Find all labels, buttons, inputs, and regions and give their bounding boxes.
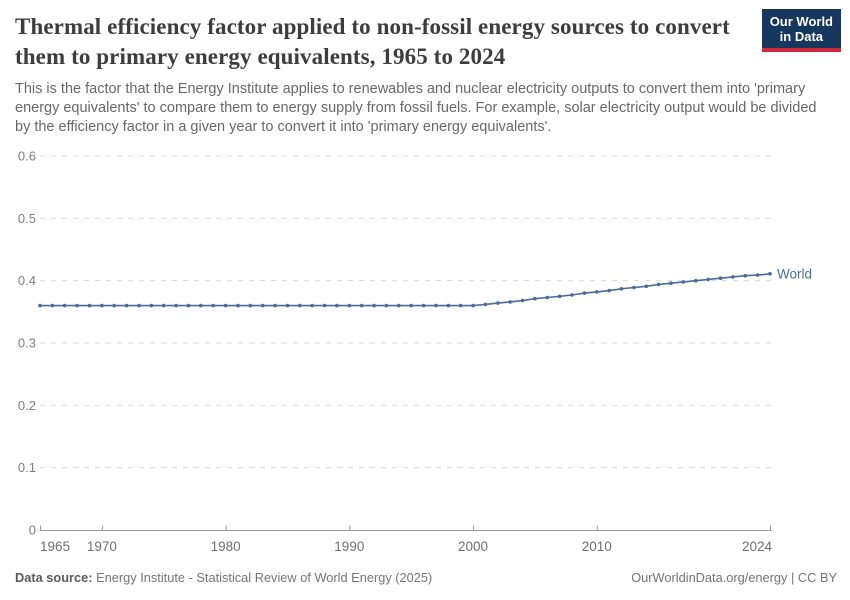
- owid-logo-line1: Our World: [769, 14, 833, 29]
- data-point[interactable]: [595, 290, 599, 294]
- y-axis-tick-label: 0.5: [18, 211, 36, 226]
- y-axis-tick-label: 0.2: [18, 398, 36, 413]
- data-point[interactable]: [533, 296, 537, 301]
- data-point[interactable]: [446, 303, 451, 308]
- data-point[interactable]: [508, 300, 512, 304]
- data-point[interactable]: [731, 275, 735, 279]
- data-point[interactable]: [62, 303, 67, 308]
- data-point[interactable]: [285, 303, 290, 308]
- owid-logo-line2: in Data: [779, 29, 824, 44]
- y-axis-tick-label: 0.4: [18, 273, 36, 288]
- data-point[interactable]: [458, 303, 463, 308]
- data-source-label: Data source:: [15, 570, 93, 585]
- data-point[interactable]: [607, 288, 611, 293]
- data-point[interactable]: [669, 281, 673, 286]
- data-point[interactable]: [644, 284, 649, 289]
- series-label-world[interactable]: World: [777, 266, 812, 281]
- data-point[interactable]: [421, 303, 426, 308]
- data-point[interactable]: [656, 282, 661, 287]
- owid-logo[interactable]: Our World in Data: [761, 9, 841, 52]
- data-point[interactable]: [174, 303, 178, 308]
- y-axis-tick-label: 0: [29, 523, 36, 538]
- owid-credit-link[interactable]: OurWorldinData.org/energy | CC BY: [631, 570, 837, 585]
- data-point[interactable]: [38, 303, 42, 308]
- data-point[interactable]: [50, 303, 55, 308]
- data-point[interactable]: [310, 303, 315, 308]
- chart-subtitle: This is the factor that the Energy Insti…: [15, 81, 817, 135]
- data-point[interactable]: [681, 280, 686, 284]
- data-point[interactable]: [384, 303, 389, 308]
- data-point[interactable]: [755, 273, 760, 277]
- data-point[interactable]: [570, 293, 574, 297]
- data-point[interactable]: [335, 303, 339, 308]
- y-axis-tick-label: 0.1: [18, 460, 36, 475]
- data-point[interactable]: [347, 303, 352, 308]
- data-point[interactable]: [582, 291, 587, 295]
- data-point[interactable]: [137, 303, 141, 308]
- data-point[interactable]: [718, 276, 723, 281]
- data-point[interactable]: [223, 303, 228, 308]
- data-point[interactable]: [619, 287, 624, 291]
- data-point[interactable]: [100, 303, 104, 308]
- data-point[interactable]: [632, 285, 636, 290]
- data-point[interactable]: [236, 303, 240, 308]
- data-point[interactable]: [743, 273, 748, 278]
- data-point[interactable]: [186, 303, 191, 308]
- data-point[interactable]: [149, 303, 154, 308]
- data-point[interactable]: [124, 303, 129, 308]
- data-point[interactable]: [199, 303, 203, 308]
- x-axis-tick-label: 2024: [742, 539, 773, 554]
- x-axis-tick-label: 1990: [334, 539, 364, 554]
- data-point[interactable]: [161, 303, 166, 308]
- data-point[interactable]: [483, 302, 488, 307]
- data-point[interactable]: [372, 303, 376, 308]
- data-point[interactable]: [434, 303, 438, 308]
- data-point[interactable]: [75, 303, 79, 308]
- data-point[interactable]: [322, 303, 327, 308]
- x-axis-tick-label: 1965: [40, 539, 70, 554]
- data-point[interactable]: [112, 303, 116, 308]
- data-point[interactable]: [260, 303, 265, 308]
- data-point[interactable]: [359, 303, 364, 308]
- data-point[interactable]: [557, 294, 562, 299]
- series-line-world[interactable]: [39, 272, 771, 307]
- data-source: Data source: Energy Institute - Statisti…: [15, 570, 432, 586]
- data-point[interactable]: [706, 277, 710, 282]
- page-title: Thermal efficiency factor applied to non…: [15, 14, 730, 69]
- data-point[interactable]: [87, 303, 92, 308]
- data-point[interactable]: [545, 295, 550, 300]
- data-point[interactable]: [211, 303, 215, 308]
- y-axis-tick-label: 0.3: [18, 336, 36, 351]
- data-point[interactable]: [397, 303, 401, 308]
- x-axis-tick-label: 2000: [458, 539, 488, 554]
- data-point[interactable]: [248, 303, 253, 308]
- data-point[interactable]: [694, 278, 698, 283]
- chart-footer: Data source: Energy Institute - Statisti…: [15, 570, 837, 586]
- data-point[interactable]: [409, 303, 414, 308]
- data-point[interactable]: [471, 303, 475, 308]
- data-point[interactable]: [273, 303, 277, 308]
- data-point[interactable]: [298, 303, 302, 308]
- x-axis-tick-label: 1980: [211, 539, 241, 554]
- x-axis-tick-label: 2010: [582, 539, 612, 554]
- x-axis-tick-label: 1970: [87, 539, 117, 554]
- data-point[interactable]: [768, 272, 772, 276]
- data-point[interactable]: [520, 298, 525, 303]
- data-source-text: Energy Institute - Statistical Review of…: [96, 570, 433, 585]
- data-point[interactable]: [496, 301, 500, 305]
- y-axis-tick-label: 0.6: [18, 149, 36, 164]
